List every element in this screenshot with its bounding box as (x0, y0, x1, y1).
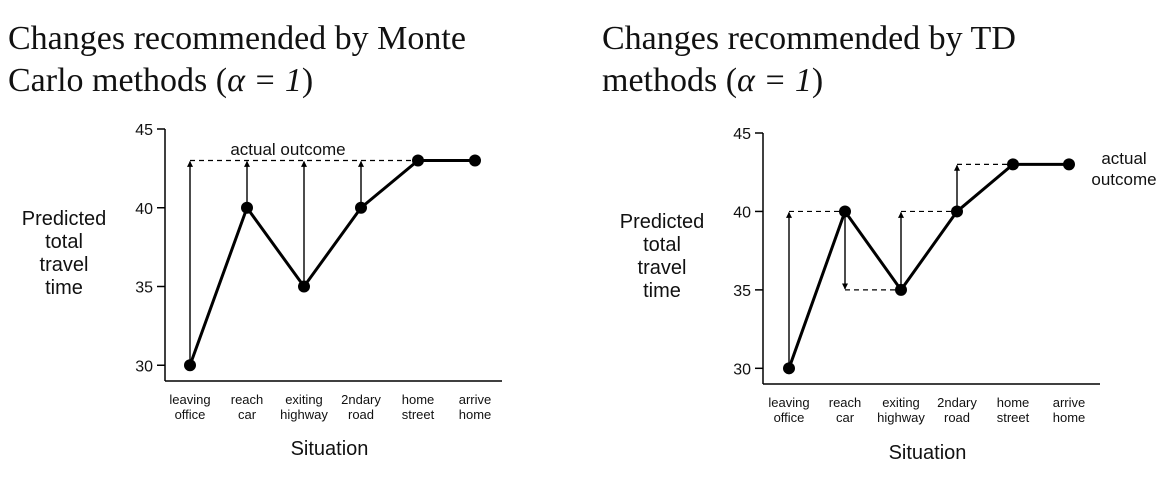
td-y-tick-label-30: 30 (733, 361, 751, 378)
right-title-line2: methods ( (602, 62, 738, 99)
td-x-tick-label-2: exiting highway (877, 395, 925, 425)
td-y-axis-label: Predicted total travel time (620, 211, 705, 302)
td-data-point-2 (895, 283, 907, 296)
mc-x-tick-label-2: exiting highway (280, 392, 328, 422)
td-x-tick-label-1: reach car (829, 395, 862, 425)
right-title-symbol: α = 1 (737, 62, 812, 99)
left-title-line2: Carlo methods ( (8, 62, 228, 99)
mc-x-tick-label-5: arrive home (459, 392, 492, 422)
td-data-point-5 (1063, 158, 1075, 171)
mc-y-tick-label-30: 30 (135, 358, 153, 375)
mc-x-tick-label-1: reach car (231, 392, 264, 422)
mc-prediction-line (188, 159, 475, 366)
left-title-line1: Changes recommended by Monte (8, 20, 466, 57)
td-y-tick-label-45: 45 (733, 126, 751, 143)
td-data-point-4 (1007, 158, 1019, 171)
td-x-tick-label-4: home street (997, 395, 1030, 425)
td-x-tick-label-3: 2ndary road (937, 395, 977, 425)
mc-data-point-0 (184, 359, 196, 372)
mc-y-tick-label-35: 35 (135, 280, 153, 297)
td-x-tick-label-5: arrive home (1053, 395, 1086, 425)
td-annotation: actual outcome (1091, 149, 1156, 189)
td-data-point-1 (839, 205, 851, 218)
monte-carlo-chart: 30 35 40 45 leaving office reach car exiting high… (22, 122, 502, 460)
left-panel-title: Changes recommended by Monte Carlo metho… (8, 18, 528, 102)
td-y-tick-label-40: 40 (733, 204, 751, 221)
td-y-tick-label-35: 35 (733, 283, 751, 300)
mc-data-point-2 (298, 280, 310, 293)
left-title-symbol: α = 1 (227, 62, 302, 99)
left-title-close: ) (301, 62, 314, 99)
td-data-point-0 (783, 362, 795, 375)
mc-data-point-4 (412, 154, 424, 167)
mc-data-point-3 (355, 201, 367, 214)
mc-y-tick-label-45: 45 (135, 122, 153, 139)
mc-x-tick-label-3: 2ndary road (341, 392, 381, 422)
td-data-point-3 (951, 205, 963, 218)
right-title-line1: Changes recommended by TD (602, 20, 1016, 57)
mc-annotation-bg (227, 140, 349, 155)
mc-y-tick-label-40: 40 (135, 201, 153, 218)
mc-x-axis-label: Situation (291, 438, 369, 460)
mc-data-point-5 (469, 154, 481, 167)
mc-annotation: actual outcome (230, 140, 345, 159)
mc-y-axis-label: Predicted total travel time (22, 208, 107, 299)
td-x-axis-label: Situation (889, 442, 967, 464)
right-title-close: ) (811, 62, 824, 99)
mc-x-tick-label-0: leaving office (169, 392, 210, 422)
td-chart: 30 35 40 45 leaving office reach car exiting high… (620, 126, 1157, 464)
td-x-tick-label-0: leaving office (768, 395, 809, 425)
mc-data-point-1 (241, 201, 253, 214)
right-panel-title: Changes recommended by TD methods (α = 1… (602, 18, 1122, 102)
mc-x-tick-label-4: home street (402, 392, 435, 422)
td-prediction-line (787, 162, 1069, 369)
